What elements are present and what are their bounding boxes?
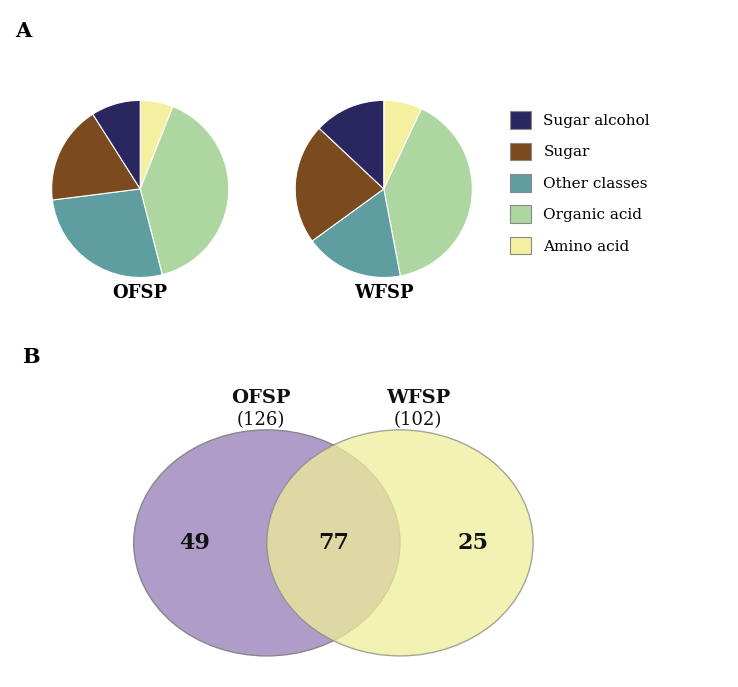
Text: WFSP: WFSP [386, 389, 450, 407]
Text: A: A [15, 21, 31, 41]
Text: B: B [22, 347, 40, 367]
Legend: Sugar alcohol, Sugar, Other classes, Organic acid, Amino acid: Sugar alcohol, Sugar, Other classes, Org… [502, 104, 658, 262]
Text: 49: 49 [179, 532, 210, 554]
Wedge shape [295, 128, 384, 241]
Ellipse shape [134, 430, 400, 656]
Text: (126): (126) [237, 411, 285, 429]
Wedge shape [52, 189, 162, 278]
Text: 77: 77 [318, 532, 349, 554]
Text: 25: 25 [457, 532, 488, 554]
Wedge shape [93, 100, 140, 189]
Text: WFSP: WFSP [354, 284, 413, 302]
Text: OFSP: OFSP [113, 284, 168, 302]
Wedge shape [384, 109, 472, 276]
Wedge shape [384, 100, 421, 189]
Wedge shape [140, 106, 229, 275]
Wedge shape [140, 100, 173, 189]
Wedge shape [312, 189, 400, 278]
Wedge shape [52, 114, 140, 200]
Text: (102): (102) [394, 411, 442, 429]
Text: OFSP: OFSP [231, 389, 291, 407]
Ellipse shape [267, 430, 533, 656]
Wedge shape [320, 100, 384, 189]
